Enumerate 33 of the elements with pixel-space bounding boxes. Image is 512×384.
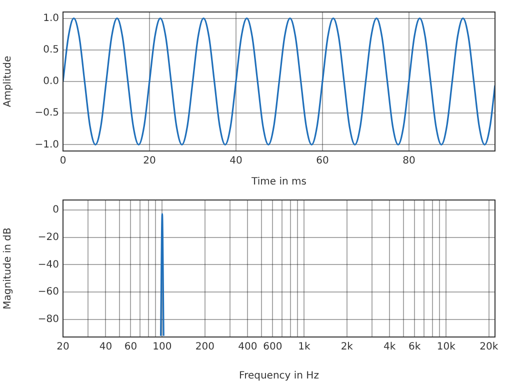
y-tick-label: −1.0 (34, 139, 59, 150)
x-tick-label: 400 (238, 342, 258, 353)
x-tick-label: 0 (60, 156, 66, 167)
x-tick-label: 4k (384, 342, 396, 353)
x-tick-label: 20k (480, 342, 498, 353)
x-tick-label: 80 (402, 156, 416, 167)
x-tick-label: 10k (436, 342, 456, 353)
x-axis-title: Time in ms (250, 176, 306, 188)
x-tick-label: 200 (195, 342, 214, 353)
y-tick-label: −0.5 (34, 108, 59, 119)
line-series (63, 18, 495, 146)
x-tick-label: 100 (152, 342, 172, 353)
y-tick-label: 0.0 (43, 76, 59, 88)
y-tick-label: −20 (38, 232, 59, 243)
y-tick-label: −40 (38, 259, 59, 270)
y-tick-label: 0.5 (43, 44, 59, 56)
x-tick-label: 1k (298, 342, 310, 353)
y-tick-label: 1.0 (43, 12, 59, 24)
x-axis-title: Frequency in Hz (239, 370, 319, 382)
y-tick-label: −60 (38, 286, 59, 298)
y-axis-title: Amplitude (2, 56, 14, 108)
x-tick-label: 20 (143, 156, 156, 167)
x-tick-label: 20 (56, 342, 70, 353)
y-axis-title: Magnitude in dB (2, 228, 14, 310)
x-tick-label: 40 (230, 156, 242, 167)
y-tick-label: 0 (52, 204, 59, 216)
x-tick-label: 6k (408, 342, 421, 353)
x-tick-label: 600 (263, 342, 282, 353)
x-tick-label: 60 (316, 156, 329, 167)
x-tick-label: 60 (124, 342, 138, 353)
x-tick-label: 40 (99, 342, 112, 353)
y-tick-label: −80 (38, 314, 59, 326)
x-tick-label: 2k (340, 342, 354, 353)
